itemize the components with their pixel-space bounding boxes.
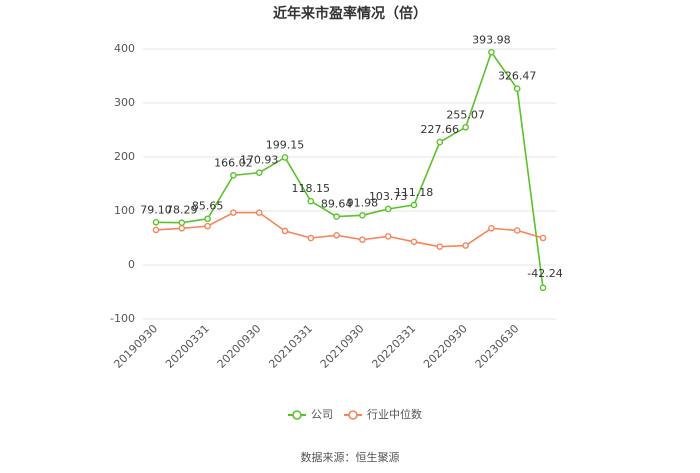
x-tick-label: 20190930 xyxy=(111,322,160,371)
data-label: 79.10 xyxy=(140,203,172,216)
data-point xyxy=(539,284,547,292)
data-label: 89.64 xyxy=(321,198,353,211)
y-tick-label: 300 xyxy=(114,96,135,109)
data-point xyxy=(462,242,469,249)
source-note: 数据来源：恒生聚源 xyxy=(301,450,400,464)
legend-marker xyxy=(348,410,358,420)
data-point xyxy=(410,238,418,246)
x-tick-label: 20210930 xyxy=(318,322,367,371)
data-point xyxy=(488,224,495,232)
x-tick-label: 20200930 xyxy=(215,322,264,371)
x-tick-label: 20220930 xyxy=(421,322,470,371)
data-point xyxy=(513,227,521,234)
data-label: 199.15 xyxy=(266,138,305,151)
y-tick-label: -100 xyxy=(110,312,135,325)
data-point xyxy=(333,213,340,220)
y-tick-label: 100 xyxy=(114,204,135,217)
data-label: 78.29 xyxy=(166,204,198,217)
data-point xyxy=(307,197,315,205)
data-point xyxy=(230,172,237,179)
data-point xyxy=(436,138,444,146)
data-label: 166.02 xyxy=(214,156,253,169)
chart-title: 近年来市盈率情况（倍） xyxy=(273,5,427,22)
data-point xyxy=(255,209,263,216)
data-point xyxy=(230,209,237,216)
data-point xyxy=(488,48,495,56)
data-label: 111.18 xyxy=(395,186,434,199)
data-point xyxy=(513,85,521,93)
data-label: 103.73 xyxy=(369,190,408,203)
y-tick-label: 0 xyxy=(128,258,135,271)
data-label: 85.65 xyxy=(192,200,224,213)
series-line xyxy=(155,211,544,248)
data-label: 326.47 xyxy=(498,70,537,83)
data-point xyxy=(307,234,315,242)
data-label: -42.24 xyxy=(527,267,562,280)
data-label: 118.15 xyxy=(292,182,331,195)
data-point xyxy=(539,234,547,242)
data-label: 170.93 xyxy=(240,154,279,167)
data-point xyxy=(436,243,444,250)
data-point xyxy=(359,212,366,219)
data-point xyxy=(178,224,186,232)
data-point xyxy=(359,236,366,243)
legend-label: 行业中位数 xyxy=(367,407,422,421)
y-tick-label: 200 xyxy=(114,150,135,163)
x-tick-label: 20210331 xyxy=(266,322,315,371)
x-tick-label: 20230630 xyxy=(473,322,522,371)
data-point xyxy=(281,227,289,235)
data-label: 91.98 xyxy=(347,196,379,209)
series-line xyxy=(155,50,544,288)
data-point xyxy=(384,233,392,240)
data-point xyxy=(255,169,263,176)
y-tick-label: 400 xyxy=(114,42,135,55)
data-point xyxy=(410,201,418,209)
data-point xyxy=(152,218,160,226)
data-point xyxy=(178,219,186,227)
data-point xyxy=(204,215,211,223)
data-label: 255.07 xyxy=(446,108,485,121)
x-tick-label: 20220331 xyxy=(369,322,418,371)
data-point xyxy=(281,154,289,161)
data-point xyxy=(152,226,160,234)
data-point xyxy=(384,205,392,213)
data-point xyxy=(204,222,211,230)
legend-marker xyxy=(292,410,302,420)
data-point xyxy=(462,123,469,131)
data-label: 393.98 xyxy=(472,33,511,46)
data-label: 227.66 xyxy=(421,123,460,136)
x-tick-label: 20200331 xyxy=(163,322,212,371)
legend-label: 公司 xyxy=(311,408,333,421)
data-point xyxy=(333,231,340,239)
